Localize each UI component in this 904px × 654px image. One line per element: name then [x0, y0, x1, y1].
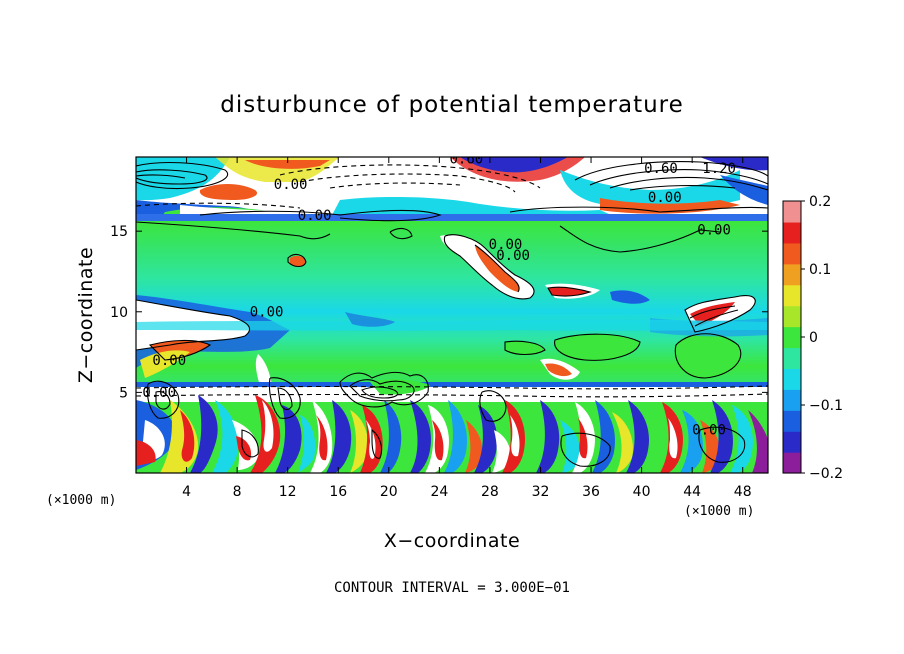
x-unit-right: (×1000 m): [684, 504, 754, 519]
contour-label: 0.00: [496, 248, 530, 264]
colorbar-tick-label: 0.2: [809, 194, 831, 210]
contour-label: 0.00: [142, 385, 176, 401]
x-tick-label: 48: [734, 484, 752, 500]
colorbar-swatch: [783, 368, 801, 390]
colorbar-swatch: [783, 221, 801, 244]
contour-lines: [136, 161, 768, 467]
contour-label: 0.00: [152, 353, 186, 369]
plot-area: 0.600.60 1.200.000.000.000.000.000.000.00…: [136, 151, 768, 473]
contour-label: 0.00: [697, 222, 731, 238]
colorbar-swatch: [783, 431, 801, 453]
colorbar-swatch: [783, 326, 801, 349]
colorbar-tick-label: −0.1: [809, 398, 843, 414]
contour-label: 0.00: [298, 208, 332, 224]
x-tick-label: 28: [481, 484, 499, 500]
contour-label: 0.00: [692, 422, 726, 438]
y-tick-label: 15: [110, 224, 128, 240]
x-axis-title: X−coordinate: [384, 530, 520, 552]
x-tick-label: 24: [430, 484, 448, 500]
colorbar-tick-label: −0.2: [809, 466, 843, 482]
contour-label: 1.20: [702, 161, 736, 177]
colorbar-swatch: [783, 347, 801, 369]
contour-label: 0.00: [250, 305, 284, 321]
colorbar-swatch: [783, 452, 801, 474]
x-tick-label: 44: [683, 484, 701, 500]
contour-label: 0.00: [648, 190, 682, 206]
colorbar-tick-label: 0: [809, 330, 818, 346]
x-axis: 4 8 12 16 20 24 28 32 36 40 44 48: [182, 157, 752, 500]
colorbar-swatch: [783, 305, 801, 328]
colorbar-swatch: [783, 284, 801, 307]
x-tick-label: 20: [380, 484, 398, 500]
contour-label: 0.00: [274, 177, 308, 193]
x-unit-left: (×1000 m): [46, 493, 116, 508]
colorbar-swatch: [783, 410, 801, 432]
contour-label: 0.60: [644, 161, 678, 177]
x-tick-label: 40: [633, 484, 651, 500]
x-tick-label: 4: [182, 484, 191, 500]
x-tick-label: 16: [329, 484, 347, 500]
contour-label: 0.00: [489, 237, 523, 253]
contour-label-layer: 0.600.60 1.200.000.000.000.000.000.000.00…: [142, 151, 736, 438]
colorbar-swatch: [783, 263, 801, 286]
chart-title: disturbunce of potential temperature: [220, 92, 684, 118]
y-axis-title: Z−coordinate: [75, 247, 97, 383]
contour-label: 0.60: [449, 151, 483, 167]
colorbar-swatch: [783, 389, 801, 411]
colorbar-swatch: [783, 242, 801, 265]
y-axis: 5 10 15: [110, 224, 768, 401]
y-tick-label: 5: [119, 385, 128, 401]
contour-interval-note: CONTOUR INTERVAL = 3.000E−01: [334, 580, 570, 596]
x-tick-label: 32: [532, 484, 550, 500]
x-tick-label: 36: [582, 484, 600, 500]
x-tick-label: 12: [279, 484, 297, 500]
plot-frame: [135, 156, 769, 474]
colorbar: 0.2 0.1 0 −0.1 −0.2: [782, 194, 843, 482]
x-tick-label: 8: [233, 484, 242, 500]
colorbar-tick-label: 0.1: [809, 262, 831, 278]
y-tick-label: 10: [110, 305, 128, 321]
colorbar-swatch: [783, 201, 801, 223]
